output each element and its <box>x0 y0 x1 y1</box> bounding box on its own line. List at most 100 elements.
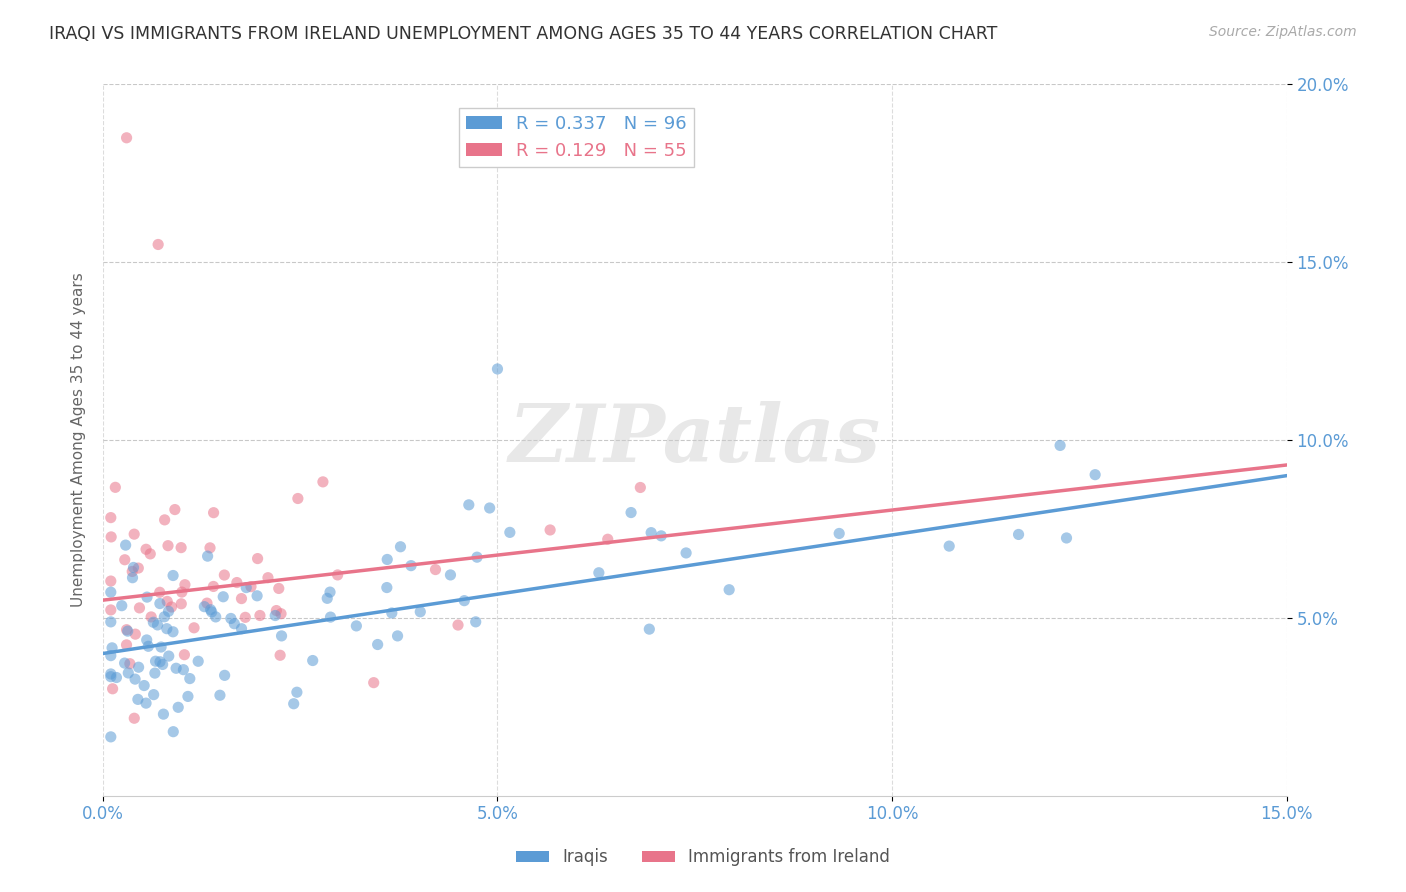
Point <box>620 506 643 520</box>
Point <box>100 615 122 629</box>
Point <box>246 589 269 603</box>
Point <box>319 585 342 599</box>
Point <box>287 491 309 506</box>
Point <box>142 615 165 630</box>
Point <box>172 663 194 677</box>
Point <box>117 665 139 680</box>
Point <box>270 629 292 643</box>
Point <box>195 596 218 610</box>
Point <box>240 580 263 594</box>
Point <box>174 577 197 591</box>
Point <box>249 608 271 623</box>
Point <box>588 566 610 580</box>
Point <box>233 610 256 624</box>
Legend: R = 0.337   N = 96, R = 0.129   N = 55: R = 0.337 N = 96, R = 0.129 N = 55 <box>458 108 695 167</box>
Point <box>128 600 150 615</box>
Point <box>105 671 128 685</box>
Point <box>367 638 389 652</box>
Legend: Iraqis, Immigrants from Ireland: Iraqis, Immigrants from Ireland <box>509 842 897 873</box>
Point <box>312 475 335 489</box>
Point <box>124 672 146 686</box>
Point <box>101 681 124 696</box>
Point <box>231 622 253 636</box>
Point <box>153 609 176 624</box>
Point <box>156 622 179 636</box>
Point <box>135 632 157 647</box>
Point <box>100 603 122 617</box>
Point <box>100 667 122 681</box>
Point <box>135 542 157 557</box>
Point <box>198 541 221 555</box>
Point <box>146 237 169 252</box>
Point <box>200 603 222 617</box>
Point <box>157 604 180 618</box>
Point <box>122 711 145 725</box>
Point <box>214 668 236 682</box>
Point <box>149 585 172 599</box>
Point <box>160 599 183 614</box>
Point <box>204 610 226 624</box>
Text: IRAQI VS IMMIGRANTS FROM IRELAND UNEMPLOYMENT AMONG AGES 35 TO 44 YEARS CORRELAT: IRAQI VS IMMIGRANTS FROM IRELAND UNEMPLO… <box>49 25 998 43</box>
Point <box>425 563 447 577</box>
Point <box>1084 467 1107 482</box>
Point <box>381 606 404 620</box>
Point <box>100 530 122 544</box>
Point <box>114 538 136 552</box>
Point <box>219 611 242 625</box>
Point <box>202 506 225 520</box>
Point <box>111 599 134 613</box>
Point <box>100 585 122 599</box>
Point <box>1049 438 1071 452</box>
Point <box>201 605 224 619</box>
Point <box>266 603 288 617</box>
Point <box>128 660 150 674</box>
Point <box>141 610 163 624</box>
Point <box>118 657 141 671</box>
Point <box>231 591 253 606</box>
Text: Source: ZipAtlas.com: Source: ZipAtlas.com <box>1209 25 1357 39</box>
Point <box>156 594 179 608</box>
Point <box>596 533 619 547</box>
Point <box>828 526 851 541</box>
Point <box>650 529 672 543</box>
Point <box>143 666 166 681</box>
Point <box>675 546 697 560</box>
Point <box>170 597 193 611</box>
Point <box>197 549 219 563</box>
Point <box>179 672 201 686</box>
Point <box>246 551 269 566</box>
Point <box>538 523 561 537</box>
Point <box>162 568 184 582</box>
Point <box>285 685 308 699</box>
Point <box>257 571 280 585</box>
Point <box>170 541 193 555</box>
Point <box>478 501 501 516</box>
Point <box>628 481 651 495</box>
Point <box>193 599 215 614</box>
Point <box>162 724 184 739</box>
Point <box>152 657 174 672</box>
Point <box>316 591 339 606</box>
Point <box>121 571 143 585</box>
Point <box>387 629 409 643</box>
Point <box>389 540 412 554</box>
Point <box>457 498 479 512</box>
Point <box>344 619 367 633</box>
Point <box>177 690 200 704</box>
Point <box>212 590 235 604</box>
Point <box>114 656 136 670</box>
Point <box>170 585 193 599</box>
Point <box>100 730 122 744</box>
Point <box>453 593 475 607</box>
Point <box>115 130 138 145</box>
Text: ZIPatlas: ZIPatlas <box>509 401 880 479</box>
Point <box>267 582 290 596</box>
Point <box>145 654 167 668</box>
Point <box>439 568 461 582</box>
Point <box>283 697 305 711</box>
Point <box>101 640 124 655</box>
Point <box>135 696 157 710</box>
Point <box>124 627 146 641</box>
Point <box>115 638 138 652</box>
Point <box>187 654 209 668</box>
